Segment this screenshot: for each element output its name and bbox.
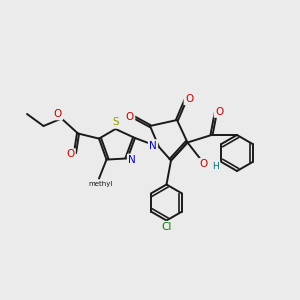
Text: N: N [149, 140, 157, 151]
Text: S: S [112, 117, 119, 128]
Text: O: O [66, 149, 75, 160]
Text: O: O [185, 94, 193, 104]
Text: O: O [215, 106, 223, 117]
Text: O: O [200, 159, 208, 169]
Text: Cl: Cl [161, 222, 172, 232]
Text: O: O [126, 112, 134, 122]
Text: H: H [213, 162, 219, 171]
Text: N: N [128, 155, 136, 165]
Text: methyl: methyl [88, 181, 113, 187]
Text: O: O [54, 109, 62, 119]
